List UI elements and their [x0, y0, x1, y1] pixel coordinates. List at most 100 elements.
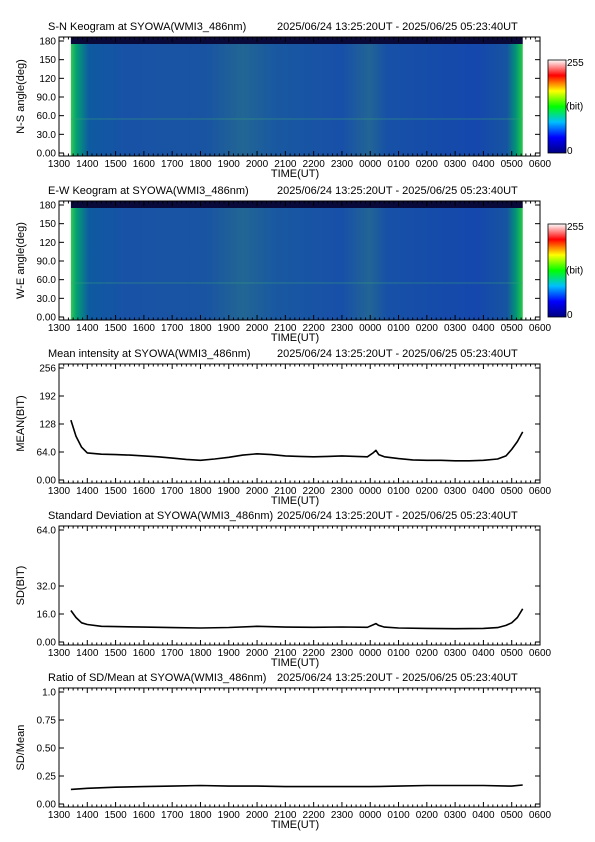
panel-time-range: 2025/06/24 13:25:20UT - 2025/06/25 05:23…	[277, 348, 518, 360]
heatmap-top-band	[70, 201, 523, 208]
y-tick-label: 0.00	[37, 313, 57, 324]
x-tick-label: 0500	[501, 810, 524, 821]
y-tick-label: 30.0	[37, 294, 57, 305]
heatmap-shade	[70, 44, 523, 156]
x-tick-label: 2000	[246, 159, 269, 170]
colorbar-min-label: 0	[567, 146, 573, 157]
x-tick-label: 1300	[48, 810, 71, 821]
x-tick-label: 0200	[416, 323, 439, 334]
x-tick-label: 1300	[48, 486, 71, 497]
y-tick-label: 16.0	[37, 610, 57, 621]
y-tick-label: 0.00	[37, 476, 57, 487]
x-tick-label: 0000	[359, 486, 382, 497]
x-tick-label: 2300	[331, 323, 354, 334]
x-tick-label: 1700	[161, 810, 184, 821]
panel-1: S-N Keogram at SYOWA(WMI3_486nm) 2025/06/…	[15, 21, 584, 180]
y-tick-label: 0.25	[37, 772, 57, 783]
panel-time-range: 2025/06/24 13:25:20UT - 2025/06/25 05:23…	[277, 510, 518, 522]
x-tick-label: 1600	[133, 159, 156, 170]
y-tick-label: 128	[39, 420, 56, 431]
x-tick-label: 1600	[133, 486, 156, 497]
x-tick-label: 0600	[529, 159, 552, 170]
panel-title: Mean intensity at SYOWA(WMI3_486nm)	[48, 348, 251, 360]
x-tick-label: 1800	[189, 486, 212, 497]
x-tick-label: 0400	[472, 323, 495, 334]
x-tick-label: 2000	[246, 810, 269, 821]
panel-time-range: 2025/06/24 13:25:20UT - 2025/06/25 05:23…	[277, 21, 518, 33]
x-tick-label: 1800	[189, 159, 212, 170]
x-tick-label: 0300	[444, 648, 467, 659]
panel-4: Standard Deviation at SYOWA(WMI3_486nm) 2…	[15, 510, 552, 669]
colorbar	[547, 223, 567, 318]
y-tick-label: 180	[39, 201, 56, 212]
x-tick-label: 0400	[472, 486, 495, 497]
x-tick-label: 0300	[444, 486, 467, 497]
y-axis-label: N-S angle(deg)	[15, 59, 27, 134]
x-tick-label: 1400	[76, 486, 99, 497]
x-tick-label: 0300	[444, 810, 467, 821]
colorbar-min-label: 0	[567, 310, 573, 321]
x-tick-label: 2200	[303, 648, 326, 659]
x-tick-label: 0200	[416, 486, 439, 497]
x-tick-label: 2100	[274, 486, 297, 497]
x-tick-label: 1500	[104, 159, 127, 170]
x-tick-label: 2200	[303, 323, 326, 334]
y-tick-label: 90.0	[37, 257, 57, 268]
series-line	[70, 419, 524, 462]
x-tick-label: 1600	[133, 323, 156, 334]
x-tick-label: 1700	[161, 159, 184, 170]
x-tick-label: 0400	[472, 810, 495, 821]
x-tick-label: 1800	[189, 810, 212, 821]
x-tick-label: 0300	[444, 323, 467, 334]
y-tick-label: 180	[39, 37, 56, 48]
x-axis-label: TIME(UT)	[271, 168, 319, 180]
x-tick-label: 1500	[104, 648, 127, 659]
y-tick-label: 150	[39, 55, 56, 66]
x-tick-label: 0000	[359, 648, 382, 659]
x-tick-label: 1400	[76, 648, 99, 659]
panel-title: Ratio of SD/Mean at SYOWA(WMI3_486nm)	[48, 672, 266, 684]
plot-frame	[58, 687, 541, 808]
y-tick-label: 256	[39, 364, 56, 375]
x-tick-label: 1300	[48, 323, 71, 334]
y-tick-label: 60.0	[37, 275, 57, 286]
x-tick-label: 0400	[472, 648, 495, 659]
x-tick-label: 2000	[246, 486, 269, 497]
x-axis-label: TIME(UT)	[271, 819, 319, 831]
series-line	[70, 608, 524, 630]
x-tick-label: 2300	[331, 810, 354, 821]
x-tick-label: 0100	[387, 486, 410, 497]
y-axis-label: SD/Mean	[15, 725, 27, 771]
y-tick-label: 192	[39, 392, 56, 403]
x-tick-label: 0100	[387, 159, 410, 170]
x-tick-label: 2200	[303, 486, 326, 497]
colorbar	[547, 59, 567, 154]
x-tick-label: 0500	[501, 159, 524, 170]
x-tick-label: 1700	[161, 323, 184, 334]
x-axis-label: TIME(UT)	[271, 495, 319, 507]
x-axis-label: TIME(UT)	[271, 657, 319, 669]
plot-frame	[58, 363, 541, 484]
x-tick-label: 1400	[76, 323, 99, 334]
x-tick-label: 1600	[133, 648, 156, 659]
x-tick-label: 2300	[331, 159, 354, 170]
x-tick-label: 2000	[246, 648, 269, 659]
y-tick-label: 32.0	[37, 582, 57, 593]
x-tick-label: 0600	[529, 323, 552, 334]
x-tick-label: 2200	[303, 810, 326, 821]
x-tick-label: 2300	[331, 486, 354, 497]
y-tick-label: 64.0	[37, 526, 57, 537]
heatmap-shade	[70, 208, 523, 320]
panel-title: S-N Keogram at SYOWA(WMI3_486nm)	[48, 21, 246, 33]
panel-title: Standard Deviation at SYOWA(WMI3_486nm)	[48, 510, 273, 522]
y-tick-label: 0.00	[37, 638, 57, 649]
panel-title: E-W Keogram at SYOWA(WMI3_486nm)	[48, 185, 249, 197]
heatmap-image	[70, 44, 523, 156]
x-tick-label: 1700	[161, 648, 184, 659]
y-tick-label: 120	[39, 74, 56, 85]
x-tick-label: 0500	[501, 648, 524, 659]
x-tick-label: 2100	[274, 648, 297, 659]
y-axis-label: SD(BIT)	[15, 566, 27, 606]
x-tick-label: 0500	[501, 323, 524, 334]
colorbar-max-label: 255	[567, 58, 584, 69]
